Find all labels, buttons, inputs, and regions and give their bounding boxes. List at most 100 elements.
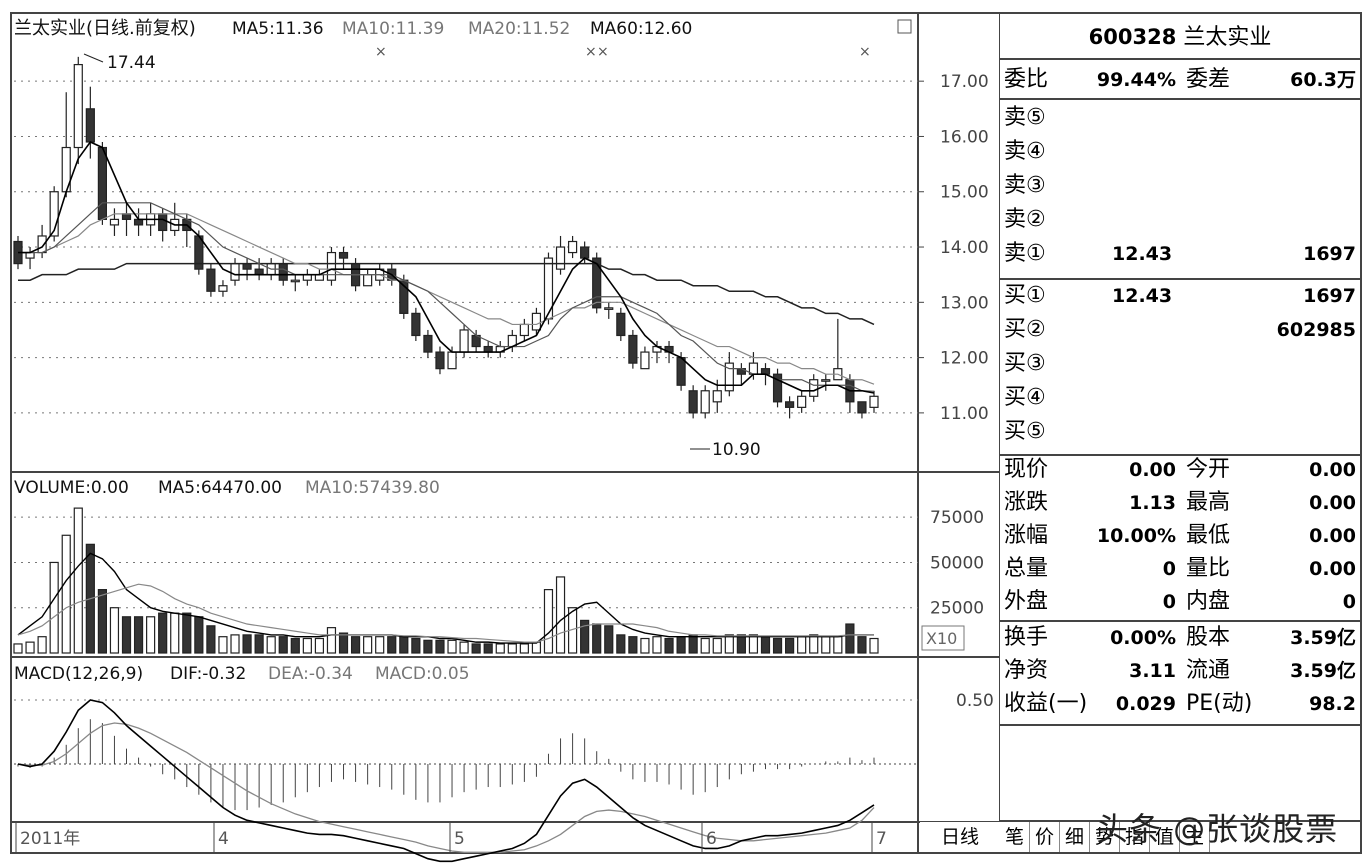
macd-tick-label: 0.50 xyxy=(956,691,994,711)
candle-body xyxy=(604,307,614,310)
kline-chart[interactable]: 17.00 16.00 15.00 14.00 13.00 12.00 11.00 17.44… xyxy=(0,0,1000,865)
volume-bar xyxy=(736,634,746,654)
weibi-row: 委比 99.44% 委差 60.3万 xyxy=(1004,64,1356,96)
candle-body xyxy=(254,268,264,276)
fund-value: 98.2 xyxy=(1309,693,1356,715)
divider xyxy=(1000,620,1360,622)
stat-value: 0.00 xyxy=(1309,558,1356,580)
volume-bar xyxy=(194,616,204,654)
volume-bar xyxy=(724,634,734,654)
candle-body xyxy=(628,334,638,364)
candle-body xyxy=(85,108,95,143)
volume-bar xyxy=(290,637,300,654)
quote-tab[interactable]: 值 xyxy=(1150,822,1180,852)
volume-bar xyxy=(350,636,361,654)
stat-row: 外盘 0 内盘 0 xyxy=(1004,586,1356,618)
price-tick-label: 15.00 xyxy=(940,183,989,203)
candle-body xyxy=(363,274,373,287)
candle-body xyxy=(435,351,445,370)
bid-label: 买① xyxy=(1004,283,1046,308)
candle-body xyxy=(158,213,168,232)
event-marker: × xyxy=(859,44,871,60)
candle-body xyxy=(411,312,421,337)
volume-bar xyxy=(133,616,144,654)
stat-row: 总量 0 量比 0.00 xyxy=(1004,553,1356,585)
quote-tab[interactable]: 主 xyxy=(1180,822,1210,852)
volume-bar xyxy=(61,534,71,654)
divider xyxy=(1000,98,1360,100)
quote-tab[interactable]: 势 xyxy=(1090,822,1120,852)
price-indicator-label: MA5:11.36 xyxy=(232,19,324,39)
quote-tab[interactable]: 价 xyxy=(1030,822,1060,852)
price-tick-label: 13.00 xyxy=(940,293,989,313)
volume-bar xyxy=(833,636,843,654)
fund-label: 股本 xyxy=(1186,625,1231,650)
volume-bar xyxy=(592,623,602,654)
volume-bar xyxy=(640,637,650,654)
fund-row: 换手 0.00% 股本 3.59亿 xyxy=(1004,622,1356,654)
date-label: 4 xyxy=(218,829,229,849)
quote-tab[interactable]: 指 xyxy=(1120,822,1150,852)
volume-bar xyxy=(363,636,373,654)
volume-bar xyxy=(652,636,662,654)
price-indicator-label: MA20:11.52 xyxy=(468,19,570,39)
volume-bar xyxy=(507,643,517,654)
candle-body xyxy=(49,191,59,237)
volume-bar xyxy=(266,636,276,654)
candle-body xyxy=(640,351,650,370)
volume-bar xyxy=(797,636,807,654)
panel-toggle-icon xyxy=(897,19,912,34)
volume-ma5-line xyxy=(17,552,874,644)
price-panel-title: 兰太实业(日线.前复权) xyxy=(14,18,196,39)
stat-label: 总量 xyxy=(1004,556,1049,581)
candle-body xyxy=(326,251,337,281)
candle-body xyxy=(133,218,144,226)
candle-body xyxy=(821,379,831,382)
weicha-label: 委差 xyxy=(1186,67,1231,92)
stat-label: 外盘 xyxy=(1004,589,1049,614)
fund-row: 收益(一) 0.029 PE(动) 98.2 xyxy=(1004,688,1356,720)
macd-indicator-label: DIF:-0.32 xyxy=(170,664,246,684)
macd-indicator-label: DEA:-0.34 xyxy=(268,664,353,684)
stat-value: 0.00 xyxy=(1309,459,1356,481)
volume-bar xyxy=(146,616,156,654)
fund-label: 换手 xyxy=(1004,625,1049,650)
fund-value: 3.59亿 xyxy=(1290,627,1356,649)
volume-bar xyxy=(760,636,771,654)
quote-tab[interactable]: 笔 xyxy=(1000,822,1030,852)
candle-body xyxy=(242,263,252,270)
ask-label: 卖② xyxy=(1004,207,1046,232)
ask-row: 卖⑤ xyxy=(1004,102,1356,134)
volume-bar xyxy=(73,507,83,654)
price-indicator-label: MA10:11.39 xyxy=(342,19,444,39)
quote-tabs: 笔价细势指值主 xyxy=(1000,820,1360,852)
volume-bar xyxy=(616,634,626,654)
volume-bar xyxy=(700,637,710,654)
volume-bar xyxy=(121,616,132,654)
candle-body xyxy=(797,395,807,408)
bid-price: 12.43 xyxy=(1112,285,1173,307)
period-label[interactable]: 日线 xyxy=(920,822,1000,852)
divider xyxy=(1000,820,1360,822)
bid-label: 买③ xyxy=(1004,351,1046,376)
quote-tab[interactable]: 细 xyxy=(1060,822,1090,852)
date-label: 7 xyxy=(876,829,887,849)
bid-row: 买④ xyxy=(1004,382,1356,414)
event-marker: × xyxy=(597,44,609,60)
candle-body xyxy=(616,312,626,337)
volume-bar xyxy=(242,634,252,654)
candle-body xyxy=(869,395,879,408)
stat-row: 现价 0.00 今开 0.00 xyxy=(1004,454,1356,486)
ask-row: 卖④ xyxy=(1004,136,1356,168)
volume-bar xyxy=(182,612,192,654)
volume-bar xyxy=(447,639,457,654)
volume-bar xyxy=(218,636,228,654)
candle-body xyxy=(278,263,288,281)
volume-bar xyxy=(543,589,554,654)
candle-body xyxy=(688,390,698,414)
volume-bar xyxy=(375,636,385,654)
volume-bar xyxy=(387,636,397,654)
volume-panel-title: VOLUME:0.00 xyxy=(14,478,129,498)
volume-bar xyxy=(423,639,433,654)
ask-price: 12.43 xyxy=(1112,243,1173,265)
